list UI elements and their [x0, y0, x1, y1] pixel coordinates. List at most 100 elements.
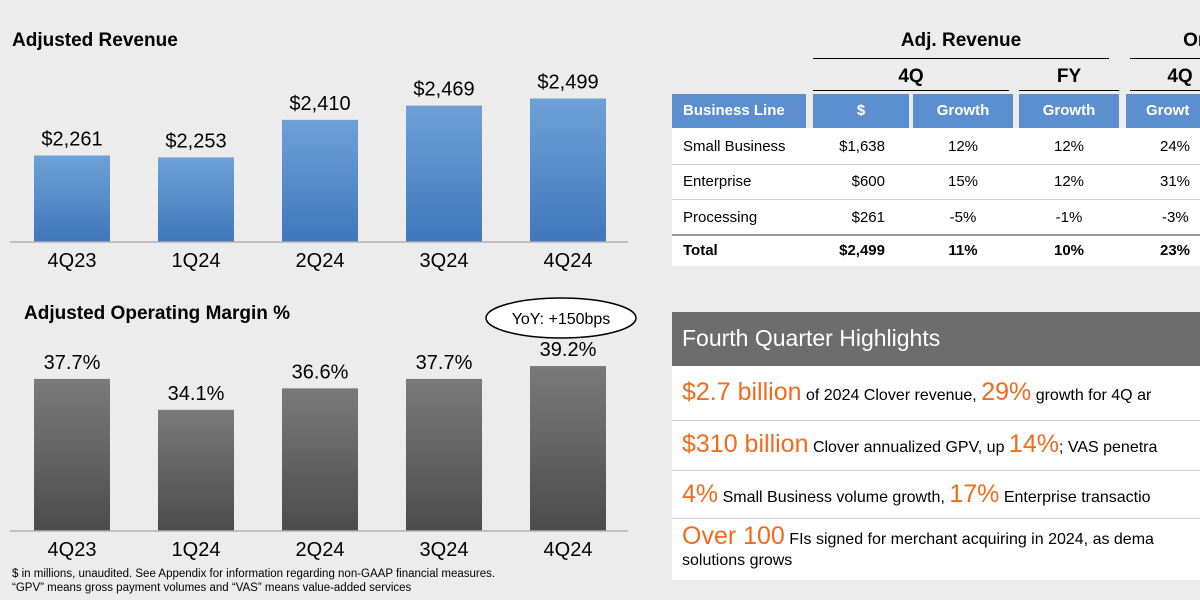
highlight-text: Small Business volume growth,: [718, 489, 950, 506]
table-cell: 15%: [947, 173, 979, 190]
table-cell: 24%: [1160, 138, 1191, 155]
highlight-text: growth for 4Q ar: [1031, 387, 1152, 404]
table-row-divider: [672, 164, 1200, 165]
highlight-figure: 4%: [682, 480, 719, 508]
highlight-item: $2.7 billion of 2024 Clover revenue, 29%…: [682, 378, 1151, 407]
revenue-bar-4Q24: [530, 98, 606, 242]
highlight-item: $310 billion Clover annualized GPV, up 1…: [682, 430, 1157, 459]
margin-category-label: 4Q24: [544, 539, 593, 560]
margin-value-label: 36.6%: [292, 361, 349, 383]
revenue-value-label: $2,499: [537, 71, 598, 93]
table-cell-total: 11%: [948, 242, 978, 259]
revenue-value-label: $2,469: [413, 79, 474, 101]
highlight-figure: 29%: [981, 378, 1032, 406]
highlights-title: Fourth Quarter Highlights: [682, 325, 941, 351]
footnote-1: $ in millions, unaudited. See Appendix f…: [12, 568, 496, 580]
margin-bar-1Q24: [158, 409, 234, 531]
table-body: [672, 128, 1200, 266]
highlight-figure: 17%: [949, 480, 1000, 508]
highlight-text: ; VAS penetra: [1058, 439, 1158, 456]
margin-value-label: 37.7%: [44, 352, 101, 374]
table-cell: $1,638: [839, 138, 885, 155]
highlight-divider: [672, 420, 1200, 421]
highlight-text: Enterprise transactio: [999, 489, 1151, 506]
highlight-item: Over 100 FIs signed for merchant acquiri…: [682, 522, 1154, 551]
margin-bar-4Q23: [34, 378, 110, 531]
revenue-category-label: 2Q24: [296, 250, 345, 272]
highlight-item: 4% Small Business volume growth, 17% Ent…: [682, 480, 1151, 509]
margin-category-label: 1Q24: [172, 539, 221, 560]
highlight-text: FIs signed for merchant acquiring in 202…: [784, 531, 1154, 548]
highlights-header: Fourth Quarter Highlights: [672, 312, 1200, 366]
table-cell-total: 10%: [1053, 242, 1085, 259]
table-cell: Enterprise: [683, 173, 752, 190]
margin-value-label: 39.2%: [540, 339, 597, 361]
col-header-fy-growth: Growth: [1019, 94, 1119, 128]
margin-category-label: 3Q24: [420, 539, 469, 560]
table-cell-total: 23%: [1160, 242, 1191, 259]
revenue-category-label: 1Q24: [172, 250, 221, 272]
footnote-2: “GPV” means gross payment volumes and “V…: [12, 582, 412, 594]
revenue-value-label: $2,261: [41, 129, 102, 151]
table-group-header-org: Org: [1183, 30, 1200, 51]
table-cell: 12%: [1053, 173, 1085, 190]
table-cell: -3%: [1162, 209, 1189, 226]
highlight-item-continued: solutions grows: [682, 552, 793, 569]
table-row-divider: [672, 199, 1200, 200]
table-subheader-underline-fy: [1019, 90, 1119, 91]
revenue-value-label: $2,410: [289, 93, 350, 115]
table-group-underline-org: [1130, 58, 1200, 59]
revenue-category-label: 4Q24: [544, 250, 593, 272]
yoy-annotation-text: YoY: +150bps: [512, 311, 611, 328]
table-subheader-underline-org-4q: [1130, 90, 1200, 91]
col-header-dollars: $: [813, 94, 909, 128]
col-header-4q-growth: Growth: [913, 94, 1013, 128]
margin-bar-chart: YoY: +150bps 37.7% 4Q23 34.1% 1Q24 36.6% 2Q24…: [10, 297, 637, 560]
table-cell: -1%: [1055, 209, 1083, 226]
table-group-header-adj-revenue: Adj. Revenue: [900, 30, 1022, 51]
revenue-value-label: $2,253: [165, 130, 226, 152]
revenue-chart-title: Adjusted Revenue: [12, 30, 178, 51]
margin-bar-4Q24: [530, 365, 606, 531]
revenue-bar-chart: $2,261 4Q23 $2,253 1Q24 $2,410 2Q24 $2,469 3Q24…: [10, 71, 628, 272]
highlight-figure: $310 billion: [682, 430, 809, 458]
highlight-figure: 14%: [1008, 430, 1059, 458]
table-subheader-underline-4q: [813, 90, 1009, 91]
table-subheader-fy: FY: [1056, 66, 1082, 87]
highlight-figure: Over 100: [682, 522, 785, 550]
margin-bar-3Q24: [406, 378, 482, 531]
yoy-annotation-oval: [485, 297, 637, 339]
revenue-bar-1Q24: [158, 157, 234, 242]
table-subheader-org-4q: 4Q: [1167, 66, 1193, 87]
revenue-category-label: 3Q24: [420, 250, 469, 272]
table-cell: $600: [851, 173, 885, 190]
highlight-text: Clover annualized GPV, up: [808, 439, 1009, 456]
revenue-category-label: 4Q23: [48, 250, 97, 272]
highlight-divider: [672, 518, 1200, 519]
highlight-text: of 2024 Clover revenue,: [801, 387, 982, 404]
highlight-divider: [672, 470, 1200, 471]
table-total-divider: [672, 234, 1200, 236]
table-cell: $261: [851, 209, 885, 226]
revenue-bar-3Q24: [406, 105, 482, 242]
margin-chart-title: Adjusted Operating Margin %: [24, 303, 291, 324]
table-group-underline: [813, 58, 1109, 59]
table-cell: 12%: [947, 138, 979, 155]
margin-category-label: 4Q23: [48, 539, 97, 560]
revenue-bar-4Q23: [34, 155, 110, 242]
table-cell: -5%: [949, 209, 977, 226]
col-header-org-growth: Growt: [1126, 94, 1200, 128]
table-cell: 31%: [1160, 173, 1191, 190]
revenue-bar-2Q24: [282, 119, 358, 242]
margin-value-label: 37.7%: [416, 352, 473, 374]
margin-category-label: 2Q24: [296, 539, 345, 560]
highlights-panel: Fourth Quarter Highlights $2.7 billion o…: [672, 312, 1200, 580]
table-cell: Processing: [683, 209, 758, 226]
highlight-figure: $2.7 billion: [682, 378, 802, 406]
table-cell-total: $2,499: [839, 242, 885, 259]
table-subheader-4q: 4Q: [898, 66, 924, 87]
margin-value-label: 34.1%: [168, 383, 225, 405]
col-header-business-line: Business Line: [672, 94, 806, 128]
table-cell-total: Total: [683, 242, 718, 259]
margin-bar-2Q24: [282, 388, 358, 531]
